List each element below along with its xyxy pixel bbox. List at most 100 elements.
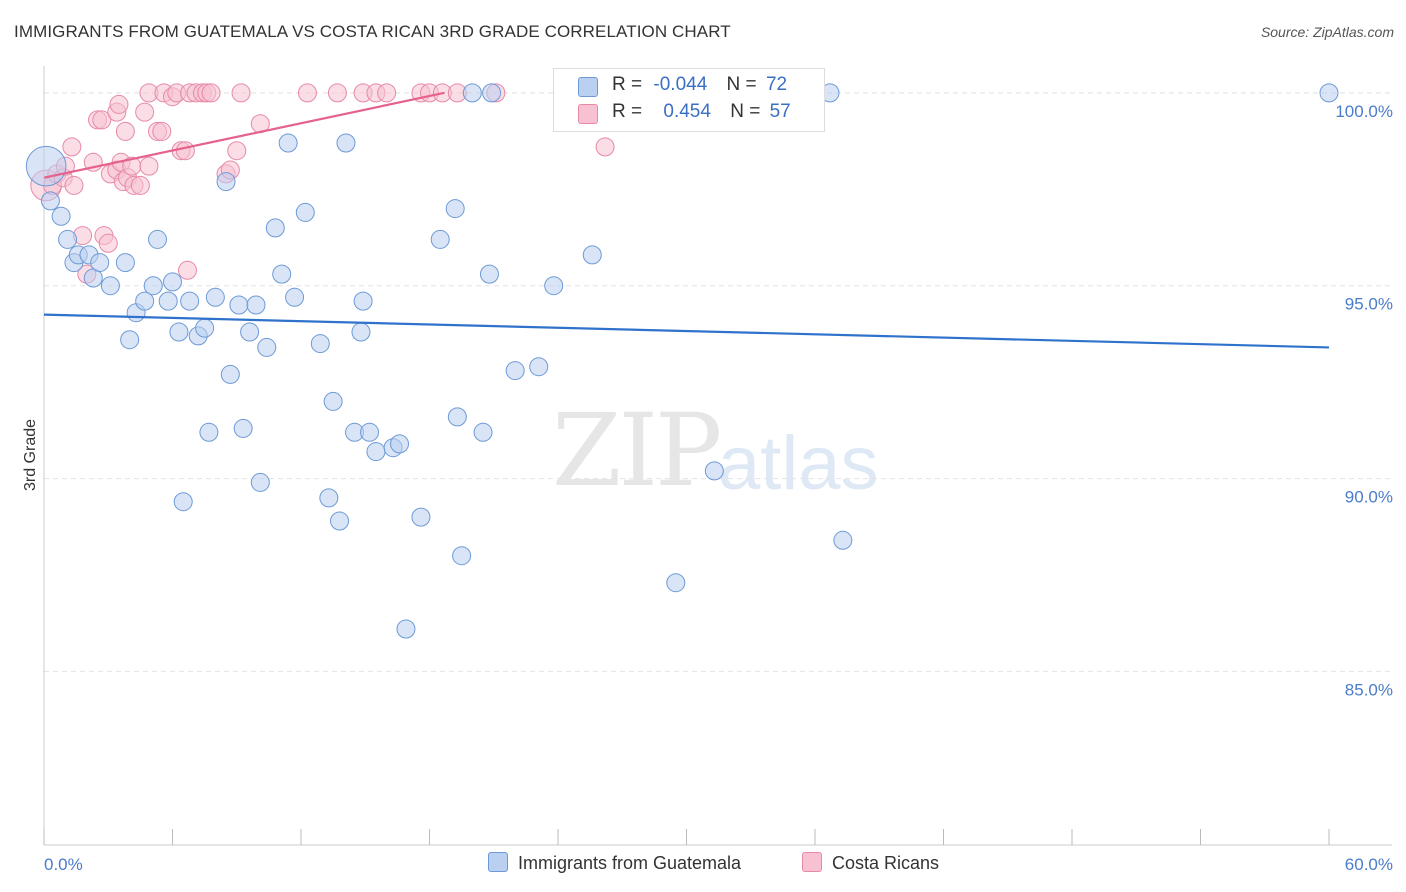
bottom-legend-guatemala[interactable]: Immigrants from Guatemala bbox=[488, 852, 741, 874]
grid-lines bbox=[44, 92, 1392, 672]
data-point bbox=[479, 264, 499, 284]
data-point bbox=[58, 229, 78, 249]
legend-r-label: R = bbox=[612, 74, 643, 95]
legend-swatch-blue bbox=[578, 77, 598, 97]
data-point bbox=[90, 253, 110, 273]
y-tick-label: 95.0% bbox=[1345, 295, 1393, 314]
data-point bbox=[445, 199, 465, 219]
legend-n-value: 57 bbox=[769, 101, 791, 122]
data-point bbox=[366, 442, 386, 462]
data-point bbox=[115, 253, 135, 273]
watermark-zip: ZIP bbox=[552, 392, 722, 509]
data-point bbox=[351, 322, 371, 342]
data-point bbox=[231, 83, 251, 103]
series-costa-ricans bbox=[30, 83, 615, 284]
data-point bbox=[377, 83, 397, 103]
legend-row-guatemala: R = -0.044 N = 72 bbox=[554, 73, 824, 99]
data-point bbox=[360, 422, 380, 442]
data-point bbox=[98, 233, 118, 253]
data-point bbox=[390, 434, 410, 454]
data-point bbox=[220, 364, 240, 384]
data-point bbox=[447, 407, 467, 427]
axis-labels: 85.0% 90.0% 95.0% 100.0% 0.0% 60.0% 3rd Grade bbox=[22, 102, 1393, 874]
data-point bbox=[135, 291, 155, 311]
data-point bbox=[327, 83, 347, 103]
legend-n-label: N = bbox=[726, 74, 757, 95]
data-point bbox=[285, 287, 305, 307]
data-point bbox=[473, 422, 493, 442]
legend-swatch-pink bbox=[802, 852, 822, 872]
watermark-atlas: atlas bbox=[718, 421, 879, 506]
data-point bbox=[310, 334, 330, 354]
legend-n-label: N = bbox=[730, 101, 761, 122]
bottom-legend-costa-ricans[interactable]: Costa Ricans bbox=[802, 852, 939, 874]
legend-row-costa-ricans: R = 0.454 N = 57 bbox=[554, 100, 824, 126]
data-point bbox=[173, 492, 193, 512]
data-point bbox=[169, 322, 189, 342]
data-point bbox=[201, 83, 221, 103]
data-point bbox=[323, 391, 343, 411]
source-label: Source: ZipAtlas.com bbox=[1260, 24, 1394, 40]
y-tick-label: 100.0% bbox=[1335, 102, 1393, 121]
data-point bbox=[833, 530, 853, 550]
data-point bbox=[64, 175, 84, 195]
data-point bbox=[148, 229, 168, 249]
data-point bbox=[272, 264, 292, 284]
legend-label-guatemala: Immigrants from Guatemala bbox=[518, 853, 742, 873]
data-point bbox=[195, 318, 215, 338]
data-point bbox=[115, 121, 135, 141]
data-point bbox=[411, 507, 431, 527]
data-point bbox=[278, 133, 298, 153]
data-point bbox=[158, 291, 178, 311]
data-point bbox=[336, 133, 356, 153]
data-point bbox=[135, 102, 155, 122]
data-point bbox=[529, 357, 549, 377]
data-point bbox=[240, 322, 260, 342]
data-point bbox=[25, 145, 67, 187]
data-point bbox=[199, 422, 219, 442]
data-point bbox=[120, 330, 140, 350]
data-point bbox=[353, 291, 373, 311]
legend-r-value: 0.454 bbox=[663, 101, 711, 122]
data-point bbox=[265, 218, 285, 238]
x-tick-label: 0.0% bbox=[44, 855, 83, 874]
data-point bbox=[143, 276, 163, 296]
data-point bbox=[175, 141, 195, 161]
data-point bbox=[505, 361, 525, 381]
trend-line bbox=[43, 313, 1330, 349]
data-point bbox=[295, 202, 315, 222]
data-point bbox=[396, 619, 416, 639]
y-axis-label: 3rd Grade bbox=[22, 419, 39, 491]
data-point bbox=[666, 573, 686, 593]
data-point bbox=[595, 137, 615, 157]
data-point bbox=[257, 337, 277, 357]
legend-r-label: R = bbox=[612, 101, 643, 122]
y-tick-label: 85.0% bbox=[1345, 680, 1393, 699]
data-point bbox=[330, 511, 350, 531]
data-point bbox=[109, 94, 129, 114]
x-tick-label: 60.0% bbox=[1345, 855, 1393, 874]
data-point bbox=[62, 137, 82, 157]
data-point bbox=[205, 287, 225, 307]
data-point bbox=[233, 418, 253, 438]
trend-lines bbox=[43, 91, 1330, 349]
data-point bbox=[92, 110, 112, 130]
data-point bbox=[462, 83, 482, 103]
data-point bbox=[319, 488, 339, 508]
correlation-legend: R = -0.044 N = 72 R = 0.454 N = 57 bbox=[553, 68, 825, 132]
legend-label-costa-ricans: Costa Ricans bbox=[832, 853, 940, 873]
chart-title: IMMIGRANTS FROM GUATEMALA VS COSTA RICAN… bbox=[14, 22, 731, 41]
legend-r-value: -0.044 bbox=[653, 74, 708, 95]
data-point bbox=[177, 260, 197, 280]
data-point bbox=[51, 206, 71, 226]
data-point bbox=[297, 83, 317, 103]
data-point bbox=[544, 276, 564, 296]
data-point bbox=[130, 175, 150, 195]
data-point bbox=[704, 461, 724, 481]
data-point bbox=[452, 546, 472, 566]
data-point bbox=[250, 472, 270, 492]
data-point bbox=[229, 295, 249, 315]
data-point bbox=[100, 276, 120, 296]
y-tick-label: 90.0% bbox=[1345, 488, 1393, 507]
